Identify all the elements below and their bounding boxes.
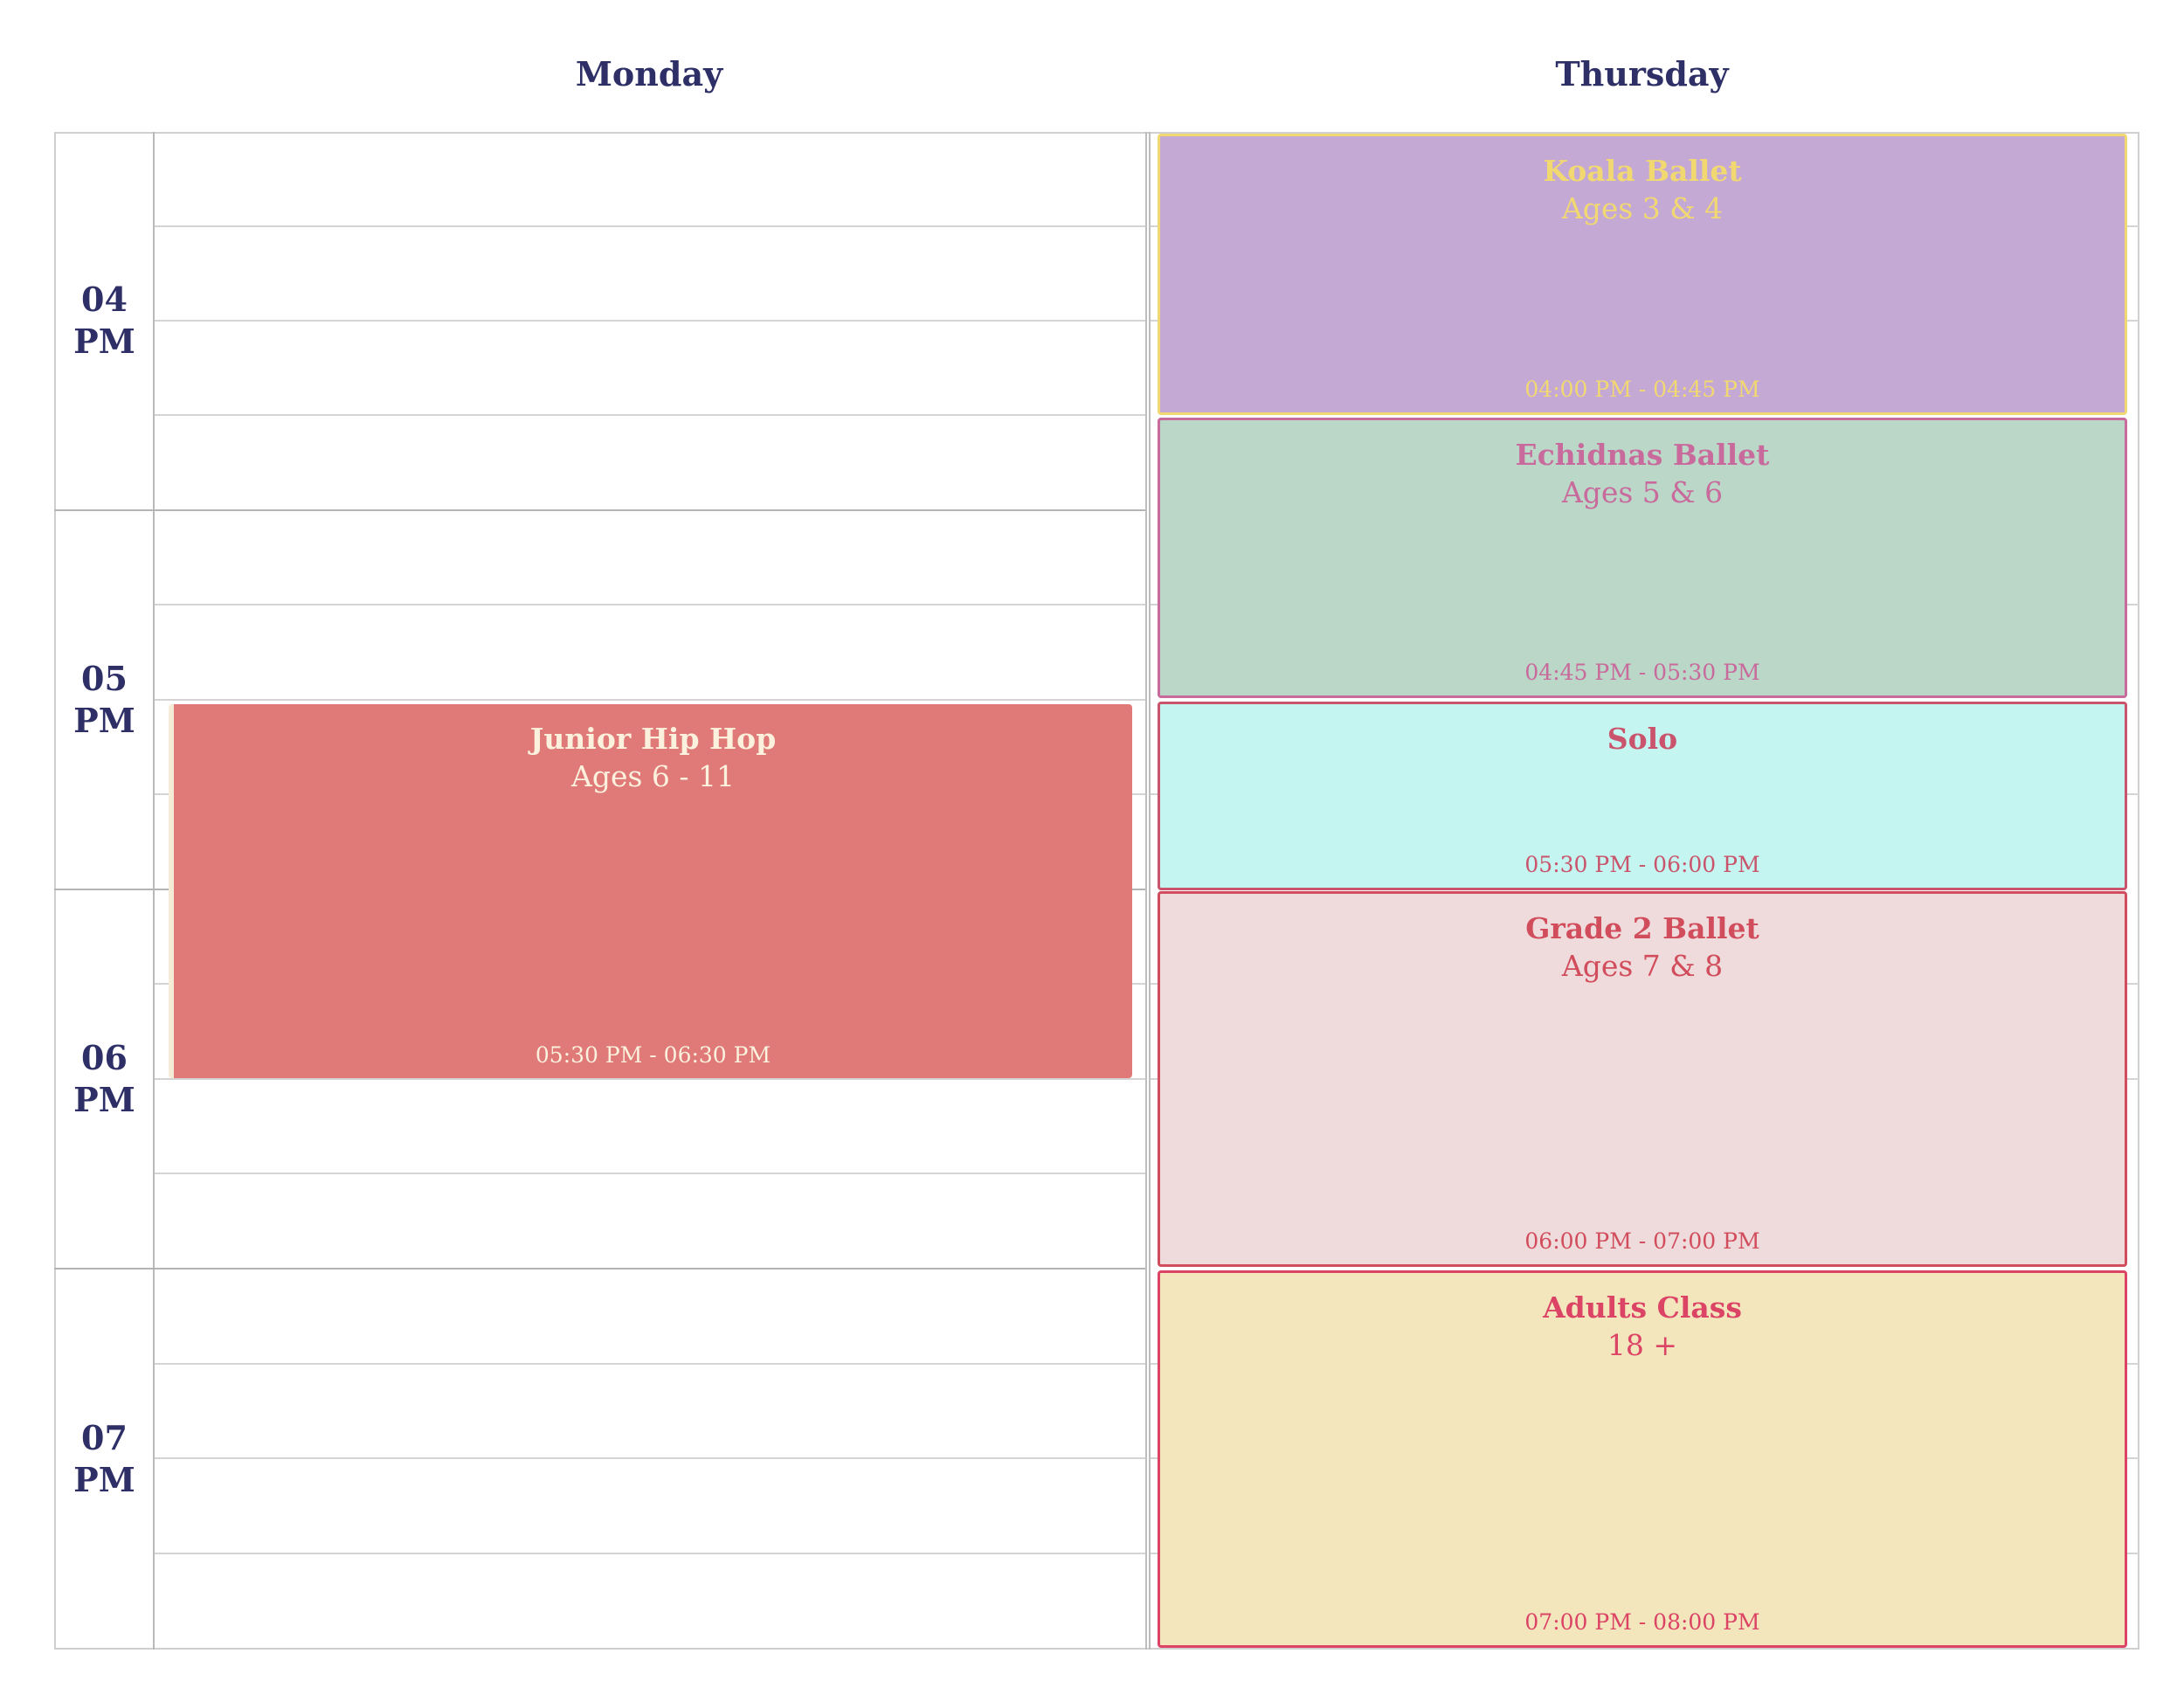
schedule-grid — [54, 132, 2139, 1650]
event-solo[interactable]: Solo 05:30 PM - 06:00 PM — [1158, 702, 2127, 890]
hour-ampm: PM — [73, 322, 135, 361]
slot-line — [155, 1457, 1145, 1459]
slot-line — [155, 1173, 1145, 1174]
hour-slot-07pm: 07 PM — [54, 1269, 155, 1649]
column-divider — [1145, 132, 1147, 1650]
slot-line — [155, 604, 1145, 605]
hour-number: 06 — [81, 1038, 128, 1077]
event-title: Koala Ballet — [1543, 154, 1742, 188]
time-column: 04 PM 05 PM 06 PM 07 PM — [54, 132, 155, 1650]
hour-ampm: PM — [73, 701, 135, 740]
hour-label-05pm: 05 PM — [73, 658, 135, 742]
event-title: Echidnas Ballet — [1515, 438, 1770, 472]
event-title: Grade 2 Ballet — [1525, 911, 1759, 945]
event-koala-ballet[interactable]: Koala Ballet Ages 3 & 4 04:00 PM - 04:45… — [1158, 134, 2127, 415]
hour-number: 04 — [81, 280, 128, 319]
slot-line — [155, 414, 1145, 416]
slot-line — [155, 1553, 1145, 1554]
hour-number: 07 — [81, 1418, 128, 1457]
event-subtitle: Ages 5 & 6 — [1561, 475, 1724, 509]
slot-line — [155, 699, 1145, 701]
hour-label-07pm: 07 PM — [73, 1417, 135, 1501]
hour-number: 05 — [81, 659, 128, 698]
event-title: Adults Class — [1543, 1290, 1742, 1325]
hour-slot-06pm: 06 PM — [54, 890, 155, 1269]
event-subtitle: Ages 6 - 11 — [570, 759, 736, 793]
slot-line — [155, 225, 1145, 227]
event-junior-hip-hop[interactable]: Junior Hip Hop Ages 6 - 11 05:30 PM - 06… — [169, 704, 1132, 1078]
event-time: 06:00 PM - 07:00 PM — [1524, 1228, 1760, 1254]
event-time: 07:00 PM - 08:00 PM — [1524, 1609, 1760, 1635]
event-subtitle: 18 + — [1607, 1328, 1678, 1362]
event-title: Junior Hip Hop — [529, 722, 777, 756]
event-grade-2-ballet[interactable]: Grade 2 Ballet Ages 7 & 8 06:00 PM - 07:… — [1158, 891, 2127, 1267]
day-header-monday: Monday — [575, 54, 723, 93]
event-time: 05:30 PM - 06:00 PM — [1524, 852, 1760, 877]
hour-line — [54, 1268, 1145, 1269]
slot-line — [155, 1078, 1145, 1080]
event-subtitle: Ages 7 & 8 — [1561, 949, 1724, 983]
event-subtitle: Ages 3 & 4 — [1561, 191, 1724, 225]
slot-line — [155, 1363, 1145, 1365]
hour-label-04pm: 04 PM — [73, 279, 135, 363]
hour-ampm: PM — [73, 1460, 135, 1499]
slot-line — [155, 320, 1145, 322]
event-title: Solo — [1607, 722, 1678, 756]
hour-label-06pm: 06 PM — [73, 1037, 135, 1121]
hour-ampm: PM — [73, 1080, 135, 1119]
event-echidnas-ballet[interactable]: Echidnas Ballet Ages 5 & 6 04:45 PM - 05… — [1158, 418, 2127, 698]
event-time: 04:45 PM - 05:30 PM — [1524, 660, 1760, 685]
event-time: 05:30 PM - 06:30 PM — [535, 1042, 771, 1068]
day-header-thursday: Thursday — [1555, 54, 1729, 93]
hour-slot-04pm: 04 PM — [54, 132, 155, 511]
event-time: 04:00 PM - 04:45 PM — [1524, 377, 1760, 402]
column-divider — [1149, 132, 1151, 1650]
event-adults-class[interactable]: Adults Class 18 + 07:00 PM - 08:00 PM — [1158, 1270, 2127, 1648]
hour-line — [54, 509, 1145, 511]
hour-slot-05pm: 05 PM — [54, 511, 155, 890]
